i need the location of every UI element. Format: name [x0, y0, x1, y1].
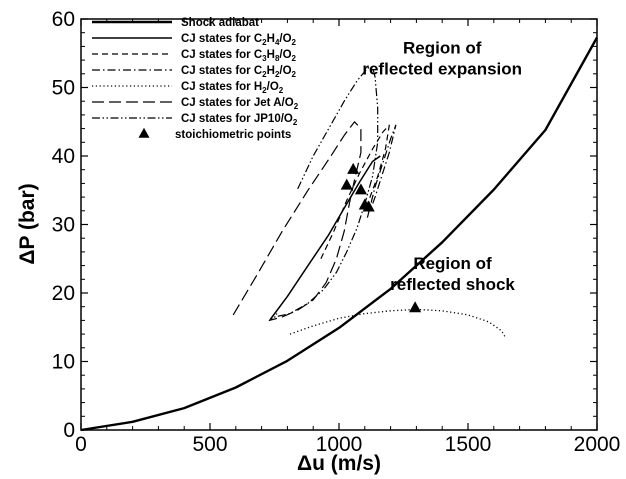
series-line-5	[232, 121, 362, 321]
x-axis-label: Δu (m/s)	[297, 452, 381, 475]
stoichiometric-markers	[340, 162, 422, 313]
legend-label: CJ states for H2/O2	[181, 81, 284, 95]
legend-marker	[138, 127, 150, 138]
y-tick-label: 20	[52, 282, 75, 305]
annotations: Region of reflected expansion Region of ref…	[362, 38, 522, 294]
legend-label: CJ states for C3H8/O2	[181, 49, 297, 63]
y-tick-label: 40	[52, 145, 75, 168]
legend-label: CJ states for C2H2/O2	[181, 65, 297, 79]
y-axis-label: ΔP (bar)	[16, 183, 39, 264]
x-tick-label: 500	[192, 433, 227, 456]
y-tick-label: 30	[52, 214, 75, 237]
x-tick-label: 1000	[316, 433, 363, 456]
plot-frame	[80, 18, 598, 431]
series-line-4	[289, 308, 506, 338]
y-tick-label: 60	[52, 8, 75, 31]
legend-label: CJ states for JP10/O2	[181, 113, 298, 127]
legend-label: Shock adiabat	[181, 17, 259, 29]
legend-label: stoichiometric points	[175, 129, 291, 141]
region-annotation: Region of reflected shock	[390, 254, 515, 294]
series-line-6	[269, 66, 379, 320]
legend-label: CJ states for Jet A/O2	[181, 97, 299, 111]
x-tick-label: 0	[75, 433, 87, 456]
series-group	[80, 36, 599, 432]
stoichiometric-point	[347, 162, 360, 174]
x-tick-label: 1500	[445, 433, 492, 456]
axis-ticks: 0 500 1000 1500 2000 0 10 20 30 40 50 60	[52, 8, 621, 456]
stoichiometric-point	[362, 200, 375, 212]
series-line-3	[366, 124, 397, 218]
region-annotation: Region of reflected expansion	[362, 38, 522, 78]
stoichiometric-point	[409, 301, 422, 313]
x-tick-label: 2000	[574, 433, 621, 456]
y-tick-label: 10	[52, 351, 75, 374]
stoichiometric-point	[354, 183, 367, 195]
series-line-1	[269, 155, 381, 320]
legend: Shock adiabat CJ states for C2H4/O2 CJ sta…	[92, 17, 299, 141]
series-line-0	[80, 36, 599, 432]
stoichiometric-point	[340, 178, 353, 190]
legend-label: CJ states for C2H4/O2	[181, 33, 297, 47]
y-tick-label: 50	[52, 77, 75, 100]
y-tick-label: 0	[63, 419, 75, 442]
series-line-2	[320, 124, 390, 260]
